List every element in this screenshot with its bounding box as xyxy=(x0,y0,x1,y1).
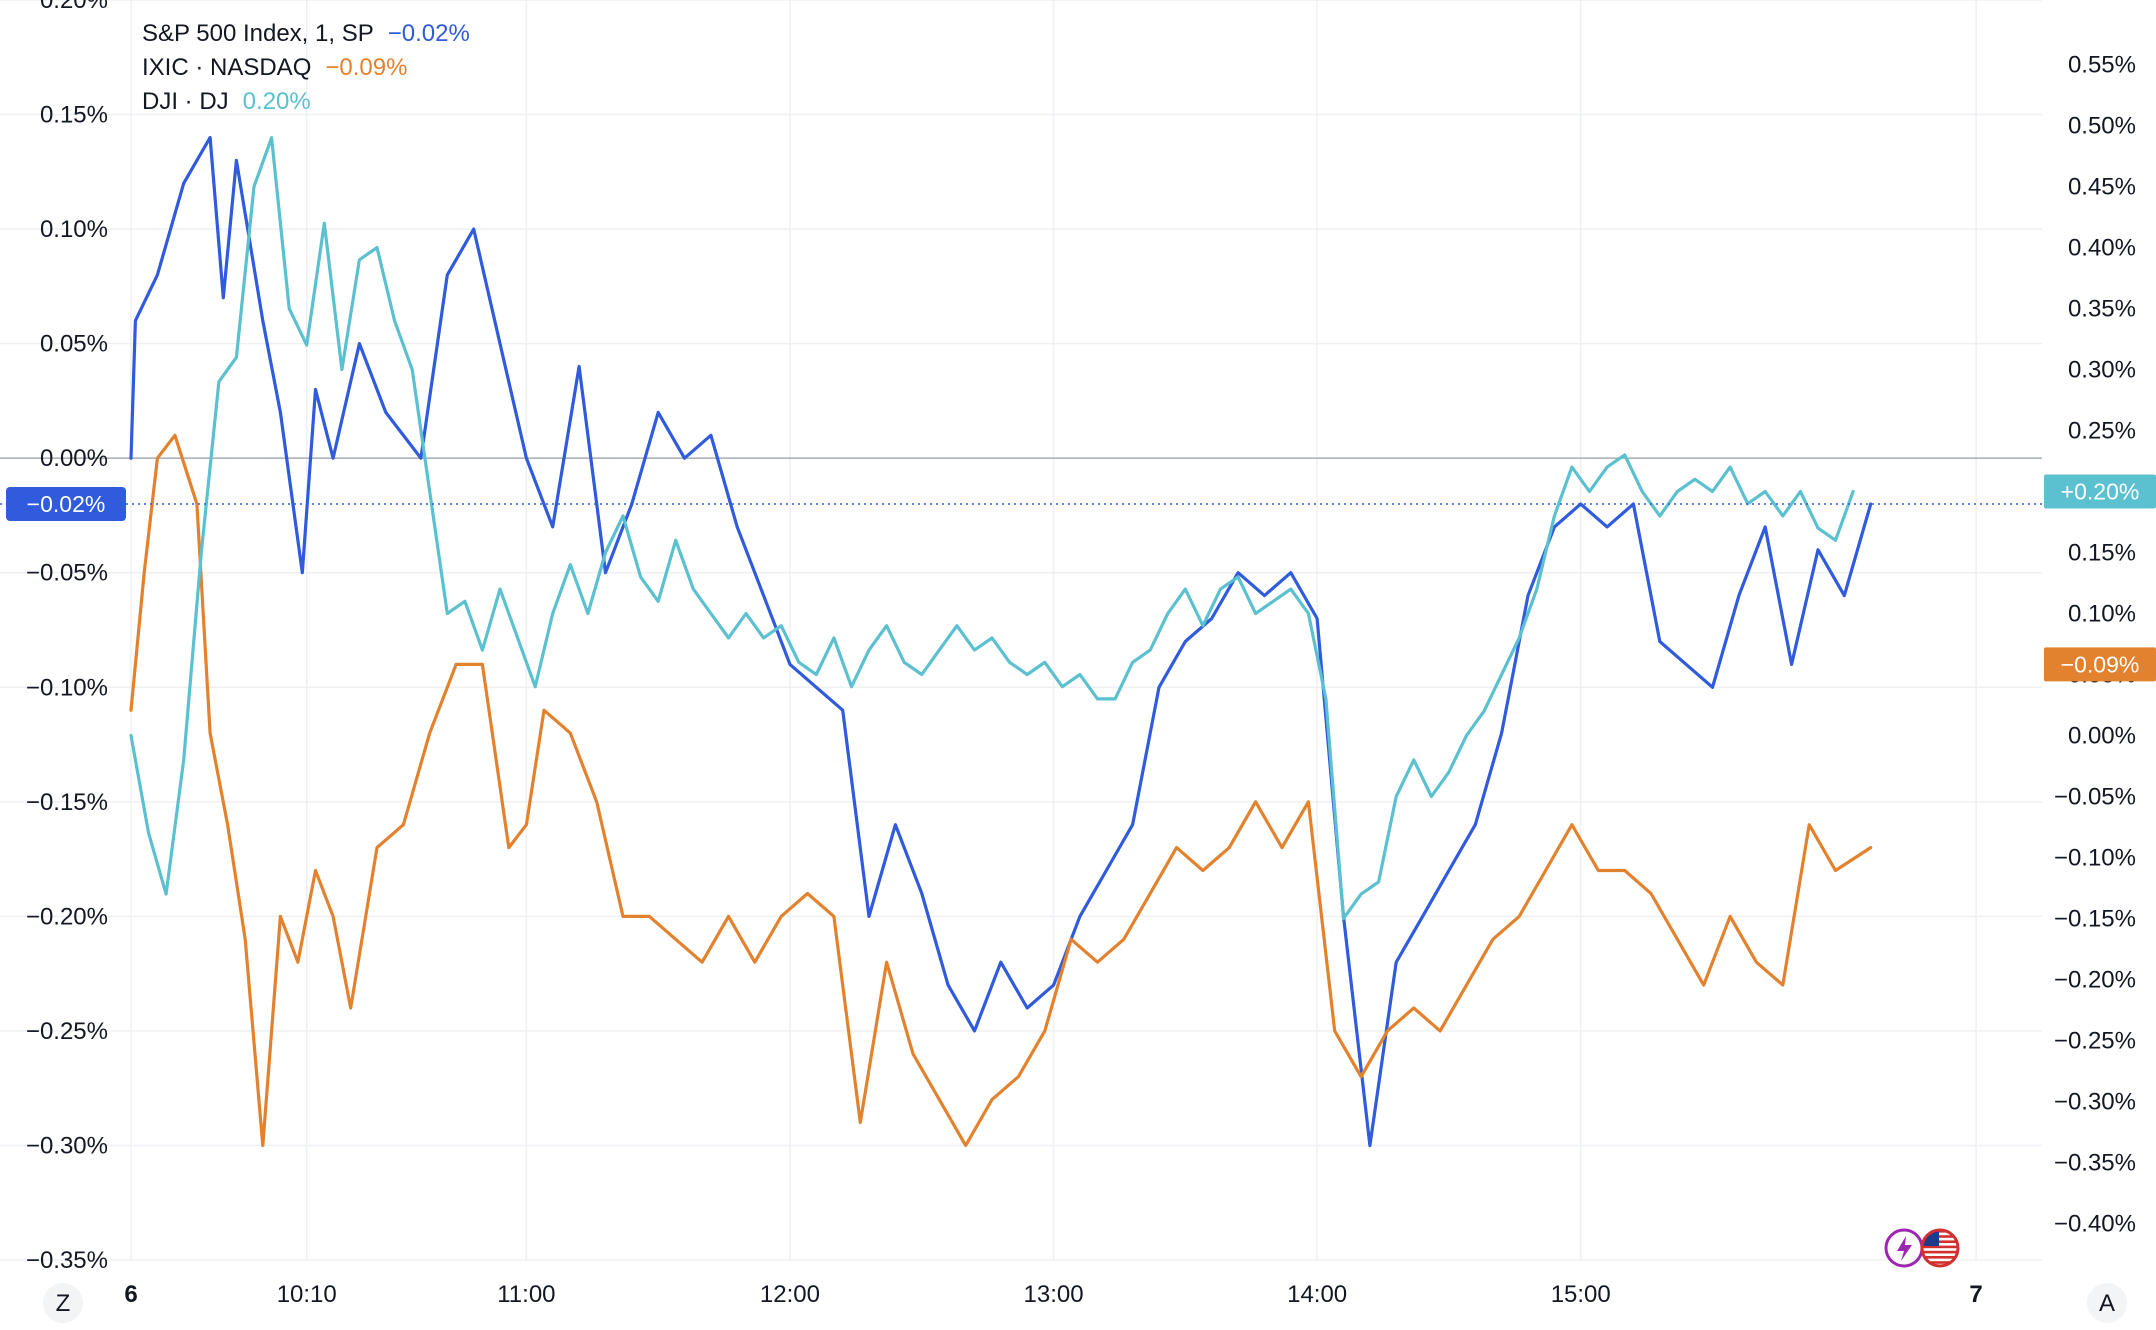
right-axis-tick-label: −0.40% xyxy=(2054,1210,2136,1237)
dji-current-badge xyxy=(2044,474,2156,509)
left-axis-tick-label: −0.20% xyxy=(26,903,108,930)
legend-series-value: −0.02% xyxy=(388,20,470,47)
legend-series-name: IXIC · NASDAQ xyxy=(142,54,311,81)
time-axis-tick-label: 14:00 xyxy=(1287,1281,1347,1308)
time-axis-tick-label: 12:00 xyxy=(760,1281,820,1308)
left-axis-tick-label: −0.30% xyxy=(26,1132,108,1159)
nasdaq-current-badge-label: −0.09% xyxy=(2061,651,2140,677)
left-axis-tick-label: 0.05% xyxy=(40,331,108,358)
right-axis-tick-label: −0.15% xyxy=(2054,905,2136,932)
dji-current-badge-label: +0.20% xyxy=(2061,479,2140,505)
left-axis-tick-label: −0.25% xyxy=(26,1018,108,1045)
legend-series-name: DJI · DJ xyxy=(142,88,229,115)
right-price-axis[interactable]: 0.55%0.50%0.45%0.40%0.35%0.30%0.25%0.20%… xyxy=(2054,52,2136,1238)
right-axis-tick-label: −0.25% xyxy=(2054,1027,2136,1054)
time-axis-tick-label: 6 xyxy=(124,1281,137,1308)
left-axis-tick-label: 0.10% xyxy=(40,216,108,243)
z-axis-button-label: Z xyxy=(56,1290,71,1317)
time-axis-tick-label: 7 xyxy=(1969,1281,1982,1308)
sp-current-badge-label: −0.02% xyxy=(27,491,106,517)
right-axis-tick-label: 0.40% xyxy=(2068,235,2136,262)
nasdaq-current-badge xyxy=(2044,647,2156,682)
left-axis-tick-label: 0.15% xyxy=(40,102,108,129)
right-axis-tick-label: 0.45% xyxy=(2068,174,2136,201)
left-price-axis[interactable]: 0.20% 0.15% 0.10% 0.05% 0.00% −0.05% −0.10% −0.… xyxy=(26,0,108,1274)
left-axis-tick-label: −0.35% xyxy=(26,1247,108,1274)
time-axis-tick-label: 10:10 xyxy=(277,1281,337,1308)
left-axis-tick-label: 0.00% xyxy=(40,445,108,472)
series-lines xyxy=(129,135,1873,1148)
lightning-icon-bolt xyxy=(1897,1236,1912,1261)
sp-current-badge xyxy=(6,487,126,521)
series-line-sp xyxy=(129,135,1873,1148)
legend-item: IXIC · NASDAQ −0.09% xyxy=(142,54,407,81)
left-axis-tick-label: −0.10% xyxy=(26,674,108,701)
right-axis-tick-label: 0.25% xyxy=(2068,418,2136,445)
right-axis-tick-label: −0.30% xyxy=(2054,1088,2136,1115)
lightning-icon[interactable] xyxy=(1884,1228,1924,1268)
legend-item: DJI · DJ 0.20% xyxy=(142,88,311,115)
flag-stripe xyxy=(1922,1256,1958,1259)
right-axis-tick-label: 0.55% xyxy=(2068,52,2136,79)
right-axis-tick-label: 0.30% xyxy=(2068,357,2136,384)
legend: S&P 500 Index, 1, SP −0.02% IXIC · NASDAQ −… xyxy=(142,20,470,115)
flag-stripe xyxy=(1922,1235,1958,1238)
right-axis-tick-label: 0.35% xyxy=(2068,296,2136,323)
flag-stripe xyxy=(1922,1240,1958,1243)
series-line-dji xyxy=(129,136,1855,921)
us-flag-icon[interactable] xyxy=(1920,1228,1960,1268)
right-axis-tick-label: −0.35% xyxy=(2054,1149,2136,1176)
auto-scale-button[interactable] xyxy=(2087,1283,2127,1323)
legend-item: S&P 500 Index, 1, SP −0.02% xyxy=(142,20,470,47)
left-axis-tick-label: 0.20% xyxy=(40,0,108,14)
flag-stripe xyxy=(1922,1245,1958,1249)
series-line-ixic xyxy=(129,433,1873,1148)
time-axis-tick-label: 15:00 xyxy=(1551,1281,1611,1308)
flag-stripe xyxy=(1922,1250,1958,1254)
right-axis-tick-label: −0.10% xyxy=(2054,844,2136,871)
right-axis-tick-label: −0.05% xyxy=(2054,783,2136,810)
legend-series-value: −0.09% xyxy=(325,54,407,81)
right-axis-tick-label: 0.10% xyxy=(2068,601,2136,628)
time-axis-tick-label: 13:00 xyxy=(1024,1281,1084,1308)
flag-stripe xyxy=(1922,1261,1958,1264)
legend-series-name: S&P 500 Index, 1, SP xyxy=(142,20,374,47)
flag-ring xyxy=(1920,1228,1960,1268)
left-axis-tick-label: −0.05% xyxy=(26,560,108,587)
z-axis-button[interactable] xyxy=(43,1283,83,1323)
right-axis-tick-label: 0.50% xyxy=(2068,113,2136,140)
legend-series-value: 0.20% xyxy=(243,88,311,115)
value-badges: −0.02% +0.20% −0.09% xyxy=(6,474,2156,682)
right-axis-tick-label: 0.00% xyxy=(2068,722,2136,749)
right-axis-tick-label: 0.15% xyxy=(2068,540,2136,567)
auto-scale-button-label: A xyxy=(2099,1290,2115,1317)
right-axis-tick-label: −0.20% xyxy=(2054,966,2136,993)
time-axis[interactable]: 6 10:10 11:00 12:00 13:00 14:00 15:00 7 xyxy=(124,1281,1982,1308)
time-axis-tick-label: 11:00 xyxy=(497,1281,555,1308)
left-axis-tick-label: −0.15% xyxy=(26,789,108,816)
